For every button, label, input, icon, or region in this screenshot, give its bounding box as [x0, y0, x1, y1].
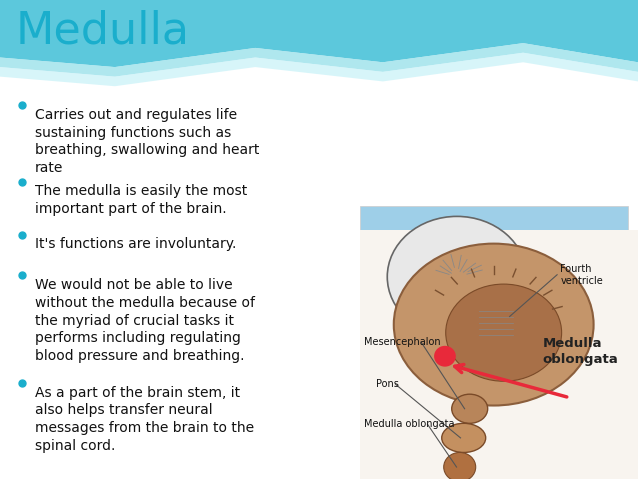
Text: Carries out and regulates life
sustaining functions such as
breathing, swallowin: Carries out and regulates life sustainin…	[35, 108, 260, 175]
Text: Pons: Pons	[376, 379, 399, 389]
Ellipse shape	[394, 244, 593, 406]
Text: Fourth
ventricle: Fourth ventricle	[560, 263, 603, 286]
Text: It's functions are involuntary.: It's functions are involuntary.	[35, 237, 237, 251]
Text: We would not be able to live
without the medulla because of
the myriad of crucia: We would not be able to live without the…	[35, 278, 255, 363]
Ellipse shape	[434, 346, 456, 366]
FancyBboxPatch shape	[438, 328, 461, 391]
Ellipse shape	[473, 305, 518, 341]
FancyBboxPatch shape	[360, 230, 638, 479]
Polygon shape	[0, 53, 638, 86]
Text: Medulla: Medulla	[16, 10, 190, 53]
Ellipse shape	[446, 284, 561, 381]
Polygon shape	[0, 0, 638, 67]
Ellipse shape	[387, 217, 526, 337]
Text: The medulla is easily the most
important part of the brain.: The medulla is easily the most important…	[35, 184, 248, 216]
Text: Mesencephalon: Mesencephalon	[364, 337, 440, 347]
Text: Medulla
oblongata: Medulla oblongata	[543, 337, 618, 366]
Polygon shape	[0, 43, 638, 77]
Ellipse shape	[443, 453, 476, 479]
Ellipse shape	[452, 394, 487, 423]
Ellipse shape	[441, 423, 486, 453]
Text: Medulla oblongata: Medulla oblongata	[364, 419, 454, 429]
FancyBboxPatch shape	[360, 206, 628, 414]
Text: As a part of the brain stem, it
also helps transfer neural
messages from the bra: As a part of the brain stem, it also hel…	[35, 386, 254, 453]
